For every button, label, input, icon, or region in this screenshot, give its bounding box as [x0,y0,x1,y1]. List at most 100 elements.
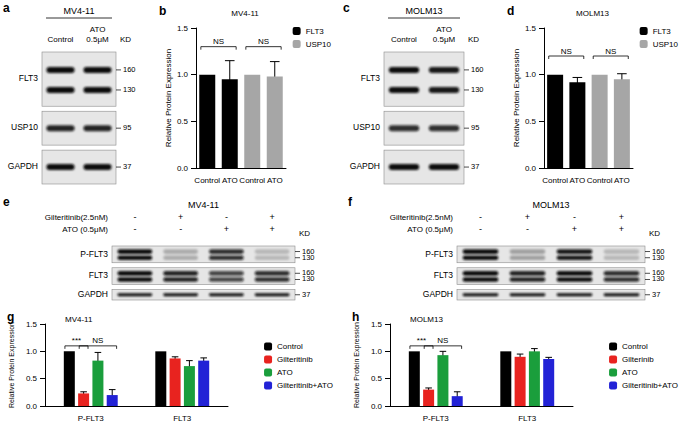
svg-text:KD: KD [468,35,479,44]
svg-text:Gilterinib: Gilterinib [622,355,654,364]
svg-text:MV4-11: MV4-11 [188,200,219,210]
svg-text:37: 37 [302,290,310,299]
svg-text:1.5: 1.5 [525,24,537,33]
svg-text:g: g [7,310,14,324]
svg-text:Gilteritinib(2.5nM): Gilteritinib(2.5nM) [390,213,453,222]
svg-text:+: + [269,224,274,234]
svg-text:1.0: 1.0 [371,347,383,356]
svg-text:1.0: 1.0 [525,70,537,79]
svg-text:+: + [269,212,274,222]
svg-text:NS: NS [605,47,616,56]
svg-text:1.5: 1.5 [371,320,383,329]
svg-text:ATO (0.5μM): ATO (0.5μM) [407,225,453,234]
svg-text:ATO: ATO [570,176,586,185]
svg-text:GAPDH: GAPDH [8,161,38,171]
svg-text:+: + [619,224,624,234]
svg-text:0.5: 0.5 [525,117,537,126]
svg-text:FLT3: FLT3 [306,27,325,36]
svg-text:Control: Control [391,35,417,44]
svg-text:FLT3: FLT3 [518,414,537,423]
svg-text:c: c [343,1,350,15]
svg-text:KD: KD [299,229,310,238]
svg-text:Gilteritinib+ATO: Gilteritinib+ATO [277,381,333,390]
svg-text:Relative Protein Expression: Relative Protein Expression [8,322,16,408]
svg-text:ATO: ATO [267,176,283,185]
svg-text:KD: KD [120,35,131,44]
svg-text:FLT3: FLT3 [173,414,192,423]
svg-text:Control: Control [48,35,74,44]
svg-text:ATO: ATO [614,176,630,185]
svg-text:Control: Control [587,176,613,185]
svg-text:MOLM13: MOLM13 [410,315,443,324]
svg-text:160: 160 [123,65,136,74]
svg-text:FLT3: FLT3 [653,27,672,36]
svg-text:95: 95 [471,123,479,132]
svg-text:d: d [507,4,514,18]
svg-text:a: a [3,1,10,15]
svg-text:1.5: 1.5 [177,24,189,33]
svg-text:P-FLT3: P-FLT3 [80,249,108,259]
svg-text:Gilteritinib+ATO: Gilteritinib+ATO [622,381,678,390]
svg-text:Relative Protein Expression: Relative Protein Expression [164,49,173,147]
svg-text:0.0: 0.0 [371,402,383,411]
svg-text:MOLM13: MOLM13 [532,200,569,210]
svg-text:Gilteritinib: Gilteritinib [277,355,313,364]
svg-text:+: + [572,224,577,234]
svg-text:FLT3: FLT3 [89,270,108,280]
svg-text:Control: Control [622,342,648,351]
svg-text:1.0: 1.0 [26,347,38,356]
svg-text:KD: KD [649,229,660,238]
svg-text:MOLM13: MOLM13 [405,6,442,16]
svg-text:130: 130 [123,85,136,94]
svg-text:0.5: 0.5 [371,374,383,383]
svg-text:-: - [479,224,482,234]
svg-text:FLT3: FLT3 [434,270,453,280]
svg-text:NS: NS [437,336,448,345]
svg-text:P-FLT3: P-FLT3 [78,414,105,423]
svg-text:USP10: USP10 [653,40,679,49]
svg-text:-: - [225,212,228,222]
svg-text:ATO: ATO [222,176,238,185]
svg-text:+: + [224,224,229,234]
svg-text:h: h [352,310,359,324]
svg-text:ATO: ATO [90,25,106,34]
svg-text:0.5μM: 0.5μM [86,35,109,44]
svg-text:0.5μM: 0.5μM [433,35,456,44]
svg-text:160: 160 [471,65,484,74]
svg-text:Relative Protein Expression: Relative Protein Expression [353,322,361,408]
svg-text:1.5: 1.5 [26,320,38,329]
svg-text:NS: NS [213,37,224,46]
svg-text:0.0: 0.0 [177,164,189,173]
svg-text:-: - [179,224,182,234]
svg-text:ATO (0.5μM): ATO (0.5μM) [62,225,108,234]
svg-text:130: 130 [302,253,315,262]
svg-text:+: + [525,212,530,222]
svg-text:P-FLT3: P-FLT3 [423,414,450,423]
svg-text:Control: Control [542,176,568,185]
svg-text:***: *** [417,336,426,345]
svg-text:GAPDH: GAPDH [350,161,380,171]
svg-text:f: f [348,195,353,209]
svg-text:+: + [619,212,624,222]
svg-text:0.5: 0.5 [177,117,189,126]
svg-text:ATO: ATO [436,25,452,34]
svg-text:37: 37 [123,162,131,171]
svg-text:USP10: USP10 [306,40,332,49]
svg-text:NS: NS [92,336,103,345]
svg-text:Control: Control [277,342,303,351]
svg-text:e: e [3,195,10,209]
svg-text:USP10: USP10 [353,122,380,132]
svg-text:-: - [479,212,482,222]
svg-text:Control: Control [194,176,220,185]
svg-text:-: - [573,212,576,222]
svg-text:NS: NS [561,47,572,56]
svg-text:MV4-11: MV4-11 [231,9,259,18]
svg-text:Gilteritinib(2.5nM): Gilteritinib(2.5nM) [45,213,108,222]
svg-text:130: 130 [471,85,484,94]
svg-text:37: 37 [471,162,479,171]
svg-text:FLT3: FLT3 [19,73,38,83]
svg-text:NS: NS [258,37,269,46]
svg-text:MV4-11: MV4-11 [65,315,93,324]
svg-text:130: 130 [652,253,665,262]
svg-text:P-FLT3: P-FLT3 [425,249,453,259]
